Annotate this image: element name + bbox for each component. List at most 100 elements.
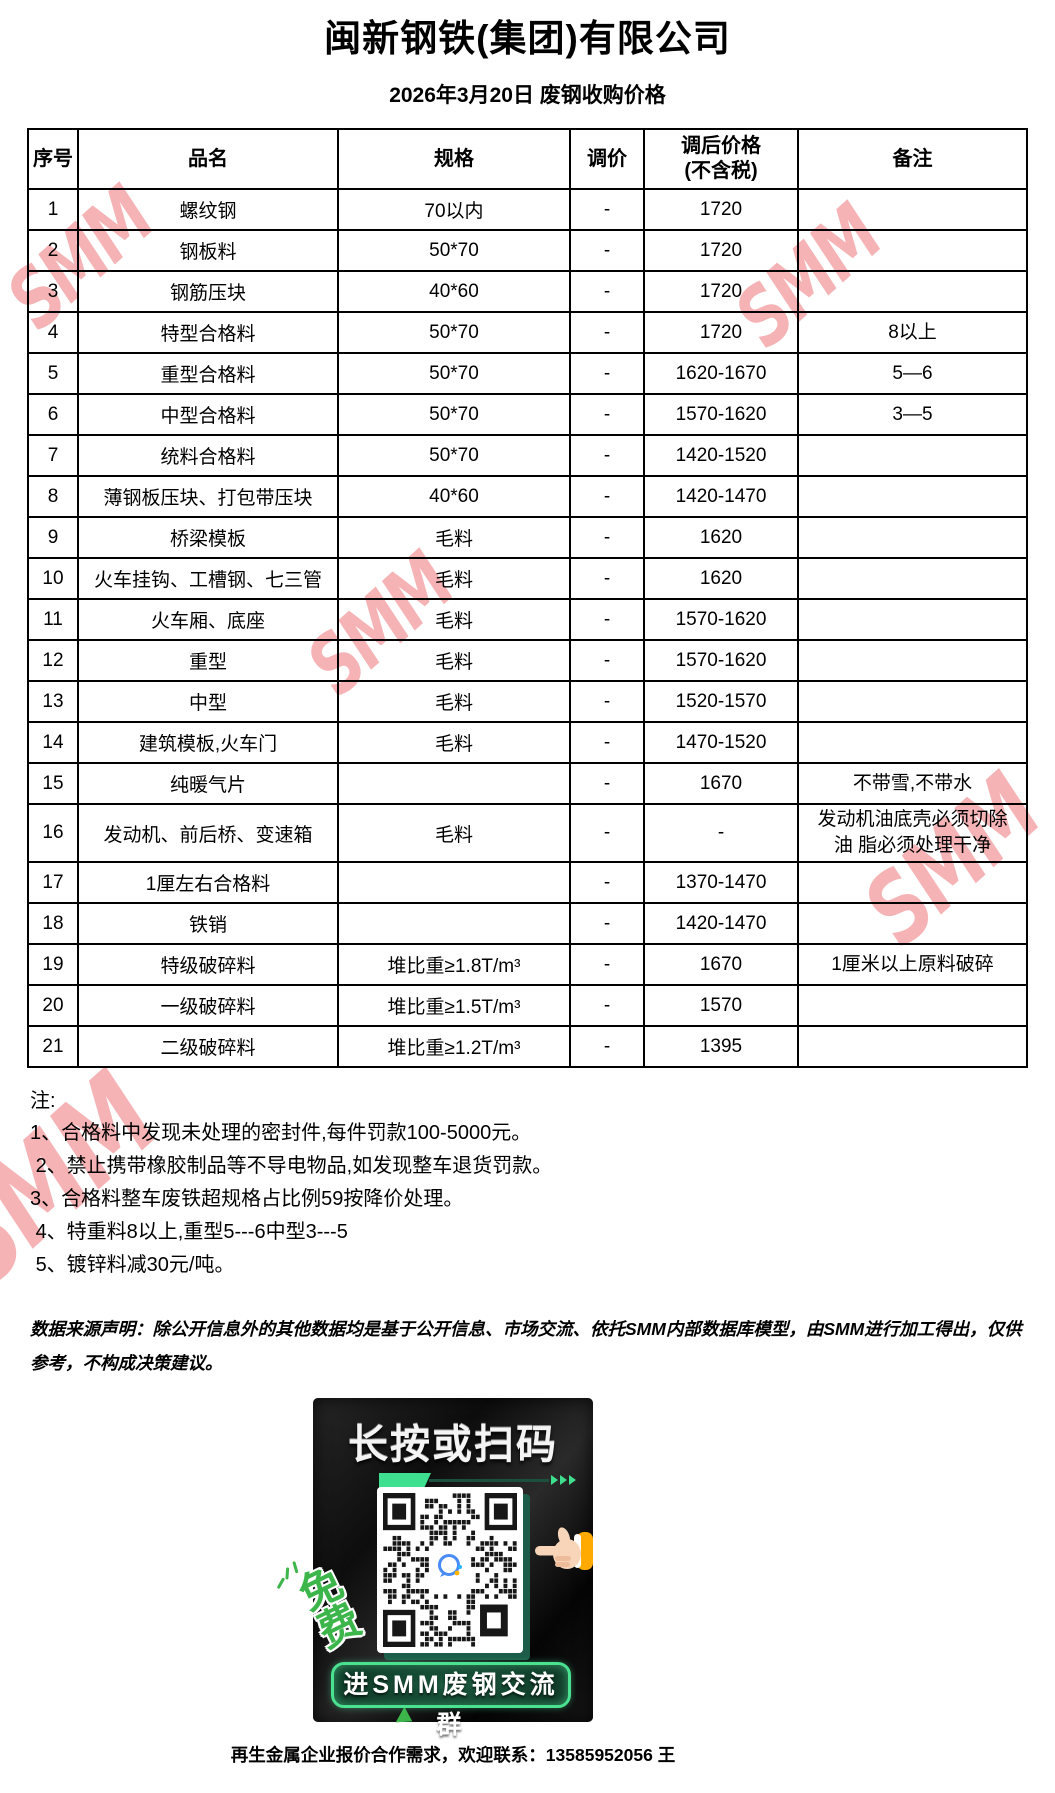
cell-adjust: -	[569, 1025, 645, 1068]
divider-line	[429, 1479, 549, 1482]
cell-name: 特级破碎料	[77, 943, 339, 986]
col-header-index: 序号	[27, 128, 79, 190]
cell-name: 火车挂钩、工槽钢、七三管	[77, 557, 339, 600]
cell-remark	[797, 1025, 1028, 1068]
cell-adjust: -	[569, 311, 645, 354]
cell-name: 二级破碎料	[77, 1025, 339, 1068]
cell-remark	[797, 270, 1028, 313]
cell-price: 1370-1470	[643, 861, 799, 904]
cell-spec: 毛料	[337, 598, 571, 641]
table-row: 1 螺纹钢 70以内 -1720	[27, 188, 1028, 231]
cell-spec	[337, 861, 571, 904]
table-row: 3 钢筋压块 40*60-1720	[27, 270, 1028, 313]
cell-price: 1420-1470	[643, 902, 799, 945]
cell-spec: 堆比重≥1.5T/m³	[337, 984, 571, 1027]
cell-spec: 50*70	[337, 393, 571, 436]
table-row: 15 纯暖气片 -1670 不带雪,不带水	[27, 762, 1028, 805]
cell-spec: 50*70	[337, 352, 571, 395]
cell-spec	[337, 762, 571, 805]
col-header-remark: 备注	[797, 128, 1028, 190]
cell-remark	[797, 984, 1028, 1027]
cell-spec: 毛料	[337, 721, 571, 764]
table-header-row: 序号 品名 规格 调价 调后价格 (不含税) 备注	[27, 128, 1028, 190]
cell-no: 3	[27, 270, 79, 313]
cell-name: 钢板料	[77, 229, 339, 272]
table-row: 16 发动机、前后桥、变速箱 毛料 - - 发动机油底壳必须切除 油 脂必须处理干净	[27, 803, 1028, 863]
cell-remark: 5—6	[797, 352, 1028, 395]
cell-adjust: -	[569, 516, 645, 559]
cell-no: 13	[27, 680, 79, 723]
table-row: 20 一级破碎料 堆比重≥1.5T/m³ -1570	[27, 984, 1028, 1027]
cell-name: 铁销	[77, 902, 339, 945]
table-row: 21 二级破碎料 堆比重≥1.2T/m³ -1395	[27, 1025, 1028, 1068]
cell-no: 15	[27, 762, 79, 805]
cell-adjust: -	[569, 762, 645, 805]
table-row: 4 特型合格料 50*70-1720 8以上	[27, 311, 1028, 354]
cell-adjust: -	[569, 721, 645, 764]
notes-list: 1、合格料中发现未处理的密封件,每件罚款100-5000元。 2、禁止携带橡胶制…	[30, 1117, 1055, 1282]
cell-adjust: -	[569, 861, 645, 904]
col-header-price-line1: 调后价格	[681, 135, 761, 157]
cell-price: 1620-1670	[643, 352, 799, 395]
qr-headline: 长按或扫码	[348, 1423, 558, 1467]
cell-no: 21	[27, 1025, 79, 1068]
table-row: 10 火车挂钩、工槽钢、七三管 毛料 -1620	[27, 557, 1028, 600]
cell-name: 火车厢、底座	[77, 598, 339, 641]
qr-code[interactable]	[377, 1487, 523, 1653]
cell-adjust: -	[569, 803, 645, 863]
cell-spec: 毛料	[337, 516, 571, 559]
cell-remark	[797, 721, 1028, 764]
cell-adjust: -	[569, 902, 645, 945]
cell-name: 重型合格料	[77, 352, 339, 395]
cell-no: 5	[27, 352, 79, 395]
data-source-disclaimer: 数据来源声明：除公开信息外的其他数据均是基于公开信息、市场交流、依托SMM内部数…	[30, 1319, 1022, 1374]
cell-name: 1厘左右合格料	[77, 861, 339, 904]
cell-name: 中型	[77, 680, 339, 723]
cell-price: 1395	[643, 1025, 799, 1068]
cell-name: 建筑模板,火车门	[77, 721, 339, 764]
page-subtitle: 2026年3月20日 废钢收购价格	[389, 84, 666, 107]
cell-no: 12	[27, 639, 79, 682]
cell-no: 11	[27, 598, 79, 641]
table-row: 5 重型合格料 50*70-1620-1670 5—6	[27, 352, 1028, 395]
cell-no: 4	[27, 311, 79, 354]
contact-footer: 再生金属企业报价合作需求，欢迎联系：13585952056 王	[230, 1745, 676, 1765]
cell-price: 1620	[643, 557, 799, 600]
cell-spec: 毛料	[337, 557, 571, 600]
table-row: 7 统料合格料 50*70-1420-1520	[27, 434, 1028, 477]
cell-remark	[797, 434, 1028, 477]
cell-name: 重型	[77, 639, 339, 682]
cell-adjust: -	[569, 557, 645, 600]
wecom-logo-icon	[432, 1549, 468, 1585]
notes-label: 注:	[30, 1090, 56, 1112]
join-group-button[interactable]: 进SMM废钢交流群	[331, 1662, 571, 1739]
free-arrow-icon	[395, 1706, 417, 1729]
notes-section: 注: 1、合格料中发现未处理的密封件,每件罚款100-5000元。 2、禁止携带…	[30, 1084, 1055, 1282]
cell-no: 1	[27, 188, 79, 231]
cell-remark: 3—5	[797, 393, 1028, 436]
cell-remark: 不带雪,不带水	[797, 762, 1028, 805]
cell-remark	[797, 188, 1028, 231]
col-header-price: 调后价格 (不含税)	[643, 128, 799, 190]
table-row: 11 火车厢、底座 毛料 -1570-1620	[27, 598, 1028, 641]
pointing-hand-icon	[531, 1516, 595, 1580]
cell-adjust: -	[569, 352, 645, 395]
cell-spec: 50*70	[337, 311, 571, 354]
cell-no: 8	[27, 475, 79, 518]
cell-spec: 70以内	[337, 188, 571, 231]
table-row: 18 铁销 -1420-1470	[27, 902, 1028, 945]
cell-name: 特型合格料	[77, 311, 339, 354]
cell-adjust: -	[569, 270, 645, 313]
cell-adjust: -	[569, 188, 645, 231]
table-row: 17 1厘左右合格料 -1370-1470	[27, 861, 1028, 904]
page-title: 闽新钢铁(集团)有限公司	[324, 18, 731, 59]
table-row: 2 钢板料 50*70-1720	[27, 229, 1028, 272]
cell-no: 6	[27, 393, 79, 436]
cell-price: 1670	[643, 943, 799, 986]
cell-remark: 1厘米以上原料破碎	[797, 943, 1028, 986]
cell-price: 1720	[643, 188, 799, 231]
green-tab-shape	[379, 1473, 431, 1489]
table-row: 13 中型 毛料 -1520-1570	[27, 680, 1028, 723]
cell-price: 1470-1520	[643, 721, 799, 764]
cell-spec: 毛料	[337, 639, 571, 682]
